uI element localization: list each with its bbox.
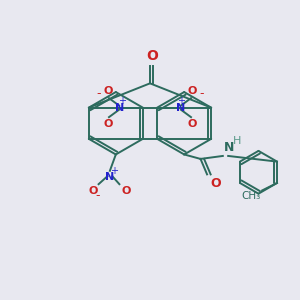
Text: O: O — [103, 119, 113, 129]
Text: N: N — [176, 103, 185, 112]
Text: +: + — [177, 96, 185, 106]
Text: O: O — [187, 86, 196, 96]
Text: O: O — [187, 119, 196, 129]
Text: N: N — [224, 142, 235, 154]
Text: O: O — [146, 50, 158, 63]
Text: N: N — [105, 172, 115, 182]
Text: O: O — [88, 186, 98, 196]
Text: +: + — [118, 96, 126, 106]
Text: -: - — [95, 189, 100, 202]
Text: +: + — [110, 167, 118, 176]
Text: H: H — [233, 136, 242, 146]
Text: N: N — [115, 103, 124, 112]
Text: O: O — [121, 186, 130, 196]
Text: O: O — [103, 86, 113, 96]
Text: O: O — [210, 177, 221, 190]
Text: CH₃: CH₃ — [242, 191, 261, 201]
Text: -: - — [96, 87, 100, 100]
Text: -: - — [200, 87, 204, 100]
